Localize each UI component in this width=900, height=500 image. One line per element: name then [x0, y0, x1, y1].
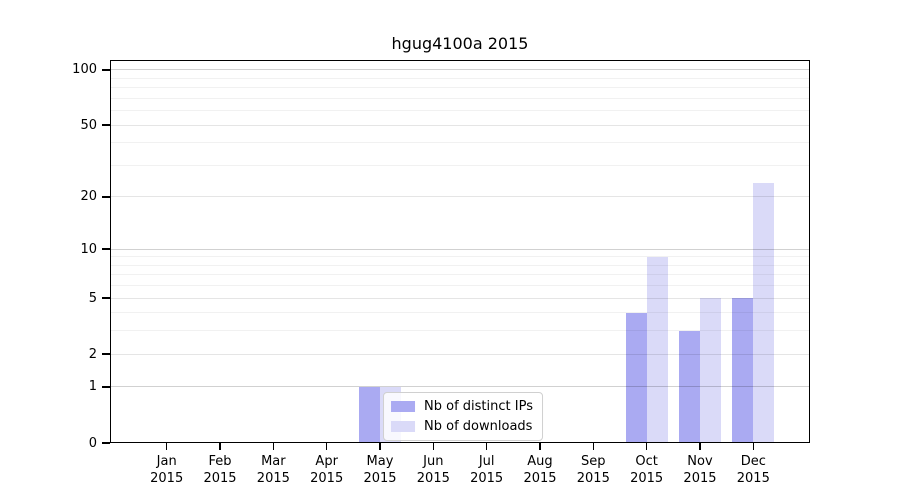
x-tick-label: Jan 2015	[135, 453, 199, 487]
legend-swatch-downloads-icon	[391, 421, 416, 432]
y-tick-label: 10	[80, 241, 97, 257]
x-label-year: 2015	[576, 471, 610, 486]
y-tick-mark	[102, 353, 110, 355]
x-label-month: Mar	[261, 454, 286, 469]
bar-distinct-ips	[732, 298, 754, 443]
y-tick-mark	[102, 442, 110, 444]
gridline-major	[110, 196, 810, 198]
x-tick-label: Dec 2015	[721, 453, 785, 487]
y-tick-mark	[102, 196, 110, 198]
x-label-month: Aug	[527, 454, 553, 469]
y-tick-label: 20	[80, 189, 97, 205]
gridline-minor	[110, 87, 810, 89]
x-label-month: May	[366, 454, 394, 469]
x-label-year: 2015	[310, 471, 344, 486]
gridline-minor	[110, 256, 810, 258]
y-tick-label: 5	[88, 290, 97, 306]
gridline-decade	[110, 248, 810, 250]
gridline-major	[110, 297, 810, 299]
y-tick-mark	[102, 386, 110, 388]
y-tick-mark	[102, 124, 110, 126]
legend-label-downloads: Nb of downloads	[424, 419, 533, 434]
legend-item-downloads: Nb of downloads	[391, 419, 533, 434]
x-label-month: Jul	[478, 454, 495, 469]
x-label-year: 2015	[523, 471, 557, 486]
y-tick-mark	[102, 297, 110, 299]
x-label-year: 2015	[683, 471, 717, 486]
gridline-decade	[110, 386, 810, 388]
x-tick-mark	[485, 443, 488, 450]
gridline-minor	[110, 164, 810, 166]
x-tick-label: Aug 2015	[508, 453, 572, 487]
y-tick-label: 2	[88, 346, 97, 362]
x-label-year: 2015	[630, 471, 664, 486]
gridline-minor	[110, 264, 810, 266]
gridline-minor	[110, 142, 810, 144]
x-label-month: Nov	[687, 454, 713, 469]
x-label-month: Jun	[423, 454, 444, 469]
bar-downloads	[753, 182, 775, 443]
y-tick-label: 0	[88, 435, 97, 451]
x-label-month: Dec	[740, 454, 766, 469]
bar-distinct-ips	[625, 312, 647, 443]
x-label-year: 2015	[736, 471, 770, 486]
legend-item-distinct-ips: Nb of distinct IPs	[391, 399, 533, 414]
x-tick-mark	[379, 443, 381, 450]
legend: Nb of distinct IPs Nb of downloads	[383, 392, 543, 441]
x-tick-label: Jul 2015	[455, 453, 519, 487]
x-label-year: 2015	[203, 471, 237, 486]
x-tick-mark	[592, 443, 595, 450]
x-tick-label: Jun 2015	[401, 453, 465, 487]
x-tick-mark	[539, 443, 541, 450]
bar-downloads	[699, 298, 721, 443]
x-label-year: 2015	[363, 471, 397, 486]
gridline-minor	[110, 77, 810, 79]
x-tick-mark	[645, 443, 648, 450]
y-tick-mark	[102, 248, 110, 250]
x-label-month: Oct	[635, 454, 658, 469]
gridline-minor	[110, 110, 810, 112]
y-tick-label: 1	[88, 379, 97, 395]
x-tick-label: Mar 2015	[241, 453, 305, 487]
bar-distinct-ips	[678, 330, 700, 443]
y-tick-mark	[102, 69, 110, 71]
x-label-month: Sep	[581, 454, 606, 469]
x-label-year: 2015	[256, 471, 290, 486]
x-tick-label: Oct 2015	[615, 453, 679, 487]
gridline-minor	[110, 285, 810, 287]
x-tick-mark	[699, 443, 701, 450]
bar-distinct-ips	[359, 386, 380, 443]
gridline-decade	[110, 69, 810, 71]
gridline-major	[110, 124, 810, 126]
x-tick-label: Apr 2015	[295, 453, 359, 487]
x-label-year: 2015	[470, 471, 504, 486]
x-tick-label: Sep 2015	[561, 453, 625, 487]
x-tick-mark	[752, 443, 755, 450]
gridline-minor	[110, 274, 810, 276]
gridline-minor	[110, 330, 810, 332]
chart-title: hgug4100a 2015	[391, 34, 529, 53]
legend-swatch-distinct-ips-icon	[391, 401, 416, 412]
x-label-month: Apr	[315, 454, 338, 469]
x-tick-mark	[272, 443, 275, 450]
x-tick-label: Feb 2015	[188, 453, 252, 487]
x-label-month: Feb	[208, 454, 232, 469]
x-label-year: 2015	[150, 471, 184, 486]
x-label-month: Jan	[156, 454, 177, 469]
x-tick-mark	[432, 443, 435, 450]
x-tick-label: May 2015	[348, 453, 412, 487]
x-tick-mark	[219, 443, 221, 450]
y-tick-label: 100	[72, 62, 97, 78]
x-tick-mark	[325, 443, 328, 450]
bar-downloads	[646, 256, 668, 443]
x-label-year: 2015	[416, 471, 450, 486]
legend-label-distinct-ips: Nb of distinct IPs	[424, 399, 533, 414]
x-tick-mark	[165, 443, 168, 450]
gridline-major	[110, 353, 810, 355]
x-tick-label: Nov 2015	[668, 453, 732, 487]
gridline-minor	[110, 312, 810, 314]
gridline-minor	[110, 97, 810, 99]
y-tick-label: 50	[80, 117, 97, 133]
